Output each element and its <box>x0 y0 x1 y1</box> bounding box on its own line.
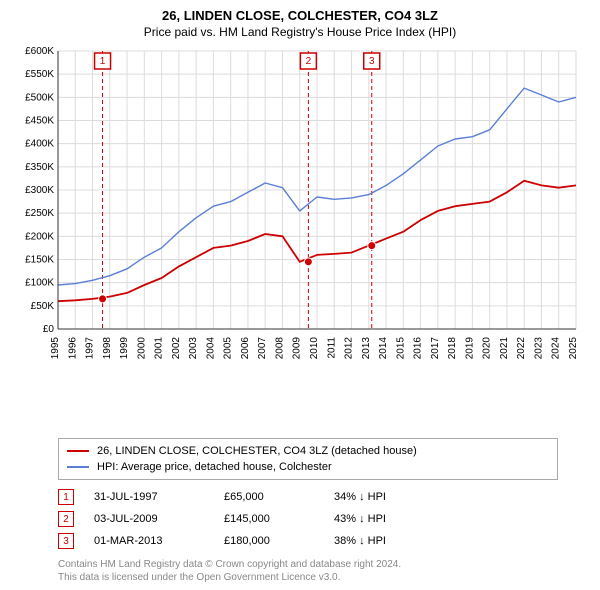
svg-text:2013: 2013 <box>361 337 372 360</box>
svg-text:2: 2 <box>306 56 312 67</box>
marker-date: 01-MAR-2013 <box>94 535 204 547</box>
legend-label: 26, LINDEN CLOSE, COLCHESTER, CO4 3LZ (d… <box>97 445 417 457</box>
marker-price: £180,000 <box>224 535 314 547</box>
legend-item: HPI: Average price, detached house, Colc… <box>67 459 549 475</box>
marker-badge: 2 <box>58 511 74 527</box>
svg-text:2024: 2024 <box>551 337 562 360</box>
svg-text:2014: 2014 <box>378 337 389 360</box>
svg-text:2005: 2005 <box>223 337 234 360</box>
marker-pct: 43% ↓ HPI <box>334 513 434 525</box>
svg-text:1999: 1999 <box>119 337 130 360</box>
svg-text:2016: 2016 <box>413 337 424 360</box>
svg-text:2010: 2010 <box>309 337 320 360</box>
marker-table: 1 31-JUL-1997 £65,000 34% ↓ HPI 2 03-JUL… <box>58 486 558 552</box>
svg-text:£150K: £150K <box>25 255 54 266</box>
legend: 26, LINDEN CLOSE, COLCHESTER, CO4 3LZ (d… <box>58 438 558 480</box>
svg-text:£500K: £500K <box>25 92 54 103</box>
marker-date: 31-JUL-1997 <box>94 491 204 503</box>
chart-title: 26, LINDEN CLOSE, COLCHESTER, CO4 3LZ <box>14 8 586 23</box>
svg-text:2022: 2022 <box>516 337 527 360</box>
svg-text:1: 1 <box>100 56 106 67</box>
svg-text:2006: 2006 <box>240 337 251 360</box>
svg-text:1998: 1998 <box>102 337 113 360</box>
svg-text:2001: 2001 <box>154 337 165 360</box>
chart-area: £0 £50K £100K £150K £200K £250K £300K £350K £400… <box>14 45 586 432</box>
svg-text:1997: 1997 <box>85 337 96 360</box>
marker-badge: 3 <box>58 533 74 549</box>
svg-text:2000: 2000 <box>136 337 147 360</box>
svg-text:£0: £0 <box>43 324 55 335</box>
marker-badge: 1 <box>58 489 74 505</box>
svg-text:£250K: £250K <box>25 208 54 219</box>
marker-pct: 34% ↓ HPI <box>334 491 434 503</box>
marker-row: 3 01-MAR-2013 £180,000 38% ↓ HPI <box>58 530 558 552</box>
svg-text:2020: 2020 <box>482 337 493 360</box>
svg-text:2017: 2017 <box>430 337 441 360</box>
marker-row: 2 03-JUL-2009 £145,000 43% ↓ HPI <box>58 508 558 530</box>
legend-item: 26, LINDEN CLOSE, COLCHESTER, CO4 3LZ (d… <box>67 443 549 459</box>
svg-text:2004: 2004 <box>205 337 216 360</box>
marker-date: 03-JUL-2009 <box>94 513 204 525</box>
chart-titles: 26, LINDEN CLOSE, COLCHESTER, CO4 3LZ Pr… <box>14 8 586 45</box>
svg-text:£600K: £600K <box>25 46 54 57</box>
svg-text:£550K: £550K <box>25 69 54 80</box>
marker-price: £145,000 <box>224 513 314 525</box>
svg-text:£50K: £50K <box>31 301 55 312</box>
svg-text:2011: 2011 <box>326 337 337 359</box>
legend-label: HPI: Average price, detached house, Colc… <box>97 461 332 473</box>
svg-text:2008: 2008 <box>274 337 285 360</box>
svg-text:1995: 1995 <box>50 337 61 360</box>
svg-text:1996: 1996 <box>67 337 78 360</box>
svg-text:2023: 2023 <box>533 337 544 360</box>
svg-text:2021: 2021 <box>499 337 510 360</box>
svg-text:3: 3 <box>369 56 375 67</box>
svg-text:£300K: £300K <box>25 185 54 196</box>
footer-attribution: Contains HM Land Registry data © Crown c… <box>58 558 572 584</box>
svg-text:£400K: £400K <box>25 139 54 150</box>
svg-text:2018: 2018 <box>447 337 458 360</box>
marker-pct: 38% ↓ HPI <box>334 535 434 547</box>
svg-text:2002: 2002 <box>171 337 182 360</box>
footer-line: This data is licensed under the Open Gov… <box>58 571 572 584</box>
legend-swatch <box>67 466 89 468</box>
svg-text:2007: 2007 <box>257 337 268 360</box>
chart-subtitle: Price paid vs. HM Land Registry's House … <box>14 25 586 39</box>
marker-price: £65,000 <box>224 491 314 503</box>
footer-line: Contains HM Land Registry data © Crown c… <box>58 558 572 571</box>
legend-swatch <box>67 450 89 452</box>
svg-text:2003: 2003 <box>188 337 199 360</box>
svg-text:£350K: £350K <box>25 162 54 173</box>
svg-text:2025: 2025 <box>568 337 579 360</box>
svg-text:£450K: £450K <box>25 116 54 127</box>
line-chart: £0 £50K £100K £150K £200K £250K £300K £350K £400… <box>14 45 586 375</box>
svg-text:2009: 2009 <box>292 337 303 360</box>
svg-text:£200K: £200K <box>25 231 54 242</box>
marker-row: 1 31-JUL-1997 £65,000 34% ↓ HPI <box>58 486 558 508</box>
svg-text:2015: 2015 <box>395 337 406 360</box>
svg-text:£100K: £100K <box>25 278 54 289</box>
svg-text:2012: 2012 <box>344 337 355 360</box>
svg-text:2019: 2019 <box>464 337 475 360</box>
